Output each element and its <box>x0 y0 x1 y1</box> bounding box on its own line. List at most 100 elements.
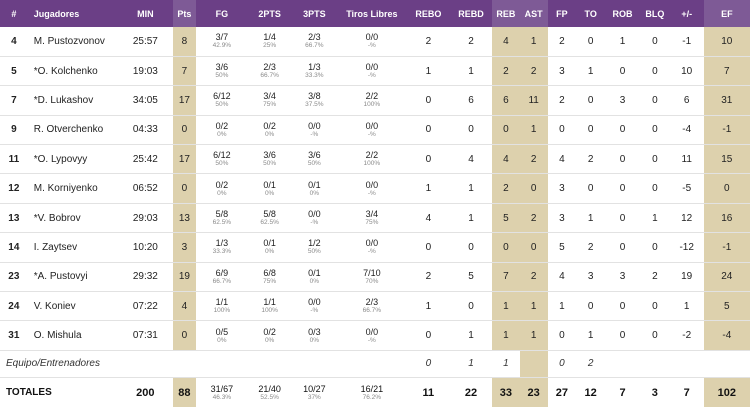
ft-made-attempted: 0/0 <box>365 179 379 190</box>
p3-made-attempted: 0/3 <box>308 326 321 337</box>
header-plus-minus[interactable]: +/- <box>681 8 693 19</box>
player-fg: 5/8 62.5% <box>196 203 247 232</box>
p2-pct: 0% <box>264 336 275 344</box>
p2-pct: 0% <box>264 248 275 256</box>
totals-pts: 88 <box>172 377 197 407</box>
header-rebo[interactable]: REBO <box>415 8 442 19</box>
player-name[interactable]: R. Otverchenko <box>33 124 104 136</box>
player-plus-minus: 1 <box>683 300 690 312</box>
player-rebo: 0 <box>425 94 432 106</box>
player-to: 1 <box>587 330 594 342</box>
player-fp: 0 <box>559 124 565 136</box>
header-ft[interactable]: Tiros Libres <box>346 8 398 19</box>
team-fp: 0 <box>559 358 565 370</box>
player-row: 12 M. Korniyenko 06:52 0 0/2 0% 0/1 0% 0/1… <box>0 173 750 204</box>
team-blq <box>640 350 670 377</box>
header-pts[interactable]: Pts <box>172 0 197 27</box>
header-min[interactable]: MIN <box>137 8 154 19</box>
player-fg: 3/6 50% <box>196 56 247 85</box>
player-pts: 17 <box>172 144 197 174</box>
p3-made-attempted: 10/27 <box>303 383 326 394</box>
player-row: 24 V. Koniev 07:22 4 1/1 100% 1/1 100% 0/0… <box>0 291 750 321</box>
player-fp: 2 <box>559 35 565 47</box>
player-ast: 2 <box>519 144 548 174</box>
player-min: 07:31 <box>132 330 158 342</box>
player-rebo: 1 <box>425 65 432 77</box>
player-name[interactable]: *D. Lukashov <box>33 94 94 106</box>
totals-3pts: 10/27 37% <box>292 377 337 407</box>
header-3pts[interactable]: 3PTS <box>303 8 326 19</box>
fg-made-attempted: 5/8 <box>215 209 229 220</box>
player-ef: -4 <box>703 320 750 351</box>
player-fp: 3 <box>559 183 565 195</box>
header-player[interactable]: Jugadores <box>33 8 80 19</box>
player-name[interactable]: *O. Kolchenko <box>33 65 98 77</box>
p2-made-attempted: 2/3 <box>263 62 276 73</box>
totals-ft: 16/21 76.2% <box>337 377 407 407</box>
p2-made-attempted: 0/1 <box>263 238 276 249</box>
player-rebo: 4 <box>425 212 432 224</box>
player-rebd: 6 <box>468 94 474 106</box>
header-ef[interactable]: EF <box>703 0 750 27</box>
player-min: 34:05 <box>132 94 158 106</box>
player-name[interactable]: O. Mishula <box>33 330 82 342</box>
player-rob: 0 <box>619 65 626 77</box>
player-fp: 4 <box>559 153 565 165</box>
player-ft: 0/0 -% <box>337 56 407 85</box>
p3-made-attempted: 1/2 <box>308 238 321 249</box>
player-rebo: 0 <box>425 241 432 253</box>
player-min: 19:03 <box>132 65 158 77</box>
player-3pts: 0/1 0% <box>292 262 337 291</box>
fg-made-attempted: 0/2 <box>215 179 229 190</box>
team-rebo: 0 <box>425 358 432 370</box>
header-rebd[interactable]: REBD <box>458 8 484 19</box>
player-rebo: 2 <box>425 35 432 47</box>
player-blq: 0 <box>652 35 658 47</box>
player-ft: 2/2 100% <box>337 86 407 115</box>
player-number: 13 <box>8 212 20 224</box>
ft-pct: -% <box>367 336 376 344</box>
header-blq[interactable]: BLQ <box>645 8 665 19</box>
player-2pts: 1/1 100% <box>248 292 292 321</box>
p2-pct: 100% <box>261 307 278 315</box>
player-name[interactable]: M. Korniyenko <box>33 183 98 195</box>
player-plus-minus: 19 <box>681 271 693 283</box>
player-ef: 31 <box>703 85 750 116</box>
player-pts: 17 <box>172 85 197 116</box>
totals-fg: 31/67 46.3% <box>196 377 247 407</box>
header-to[interactable]: TO <box>584 8 597 19</box>
player-name[interactable]: *A. Pustovyi <box>33 271 88 283</box>
header-num[interactable]: # <box>11 8 17 19</box>
player-rob: 3 <box>619 94 626 106</box>
player-name[interactable]: V. Koniev <box>33 300 76 312</box>
p2-made-attempted: 3/4 <box>263 91 276 102</box>
fg-pct: 33.3% <box>212 248 232 256</box>
header-2pts[interactable]: 2PTS <box>258 8 281 19</box>
p2-pct: 50% <box>263 160 277 168</box>
player-name[interactable]: I. Zaytsev <box>33 241 78 253</box>
team-2pts <box>248 350 292 377</box>
header-rob[interactable]: ROB <box>612 8 633 19</box>
header-reb[interactable]: REB <box>492 0 520 27</box>
player-rebd: 2 <box>468 35 474 47</box>
ft-pct: -% <box>367 130 376 138</box>
header-ast[interactable]: AST <box>519 0 548 27</box>
p2-made-attempted: 1/4 <box>263 32 276 43</box>
player-name[interactable]: M. Pustozvonov <box>33 35 105 47</box>
p3-pct: -% <box>310 130 319 138</box>
p2-pct: 66.7% <box>260 72 279 80</box>
player-rebo: 1 <box>425 183 432 195</box>
player-name[interactable]: *V. Bobrov <box>33 212 81 224</box>
player-plus-minus: -5 <box>682 183 692 195</box>
fg-made-attempted: 6/12 <box>213 91 231 102</box>
player-name[interactable]: *O. Lypovyy <box>33 153 88 165</box>
player-number: 9 <box>11 124 17 136</box>
totals-reb: 33 <box>492 377 520 407</box>
header-fg[interactable]: FG <box>215 8 229 19</box>
player-ft: 7/10 70% <box>337 262 407 291</box>
p3-made-attempted: 1/3 <box>308 62 321 73</box>
header-row: # Jugadores MIN Pts FG 2PTS 3PTS Tiros L… <box>0 0 750 27</box>
p2-made-attempted: 6/8 <box>263 267 276 278</box>
player-3pts: 0/0 -% <box>292 115 337 144</box>
header-fp[interactable]: FP <box>556 8 568 19</box>
